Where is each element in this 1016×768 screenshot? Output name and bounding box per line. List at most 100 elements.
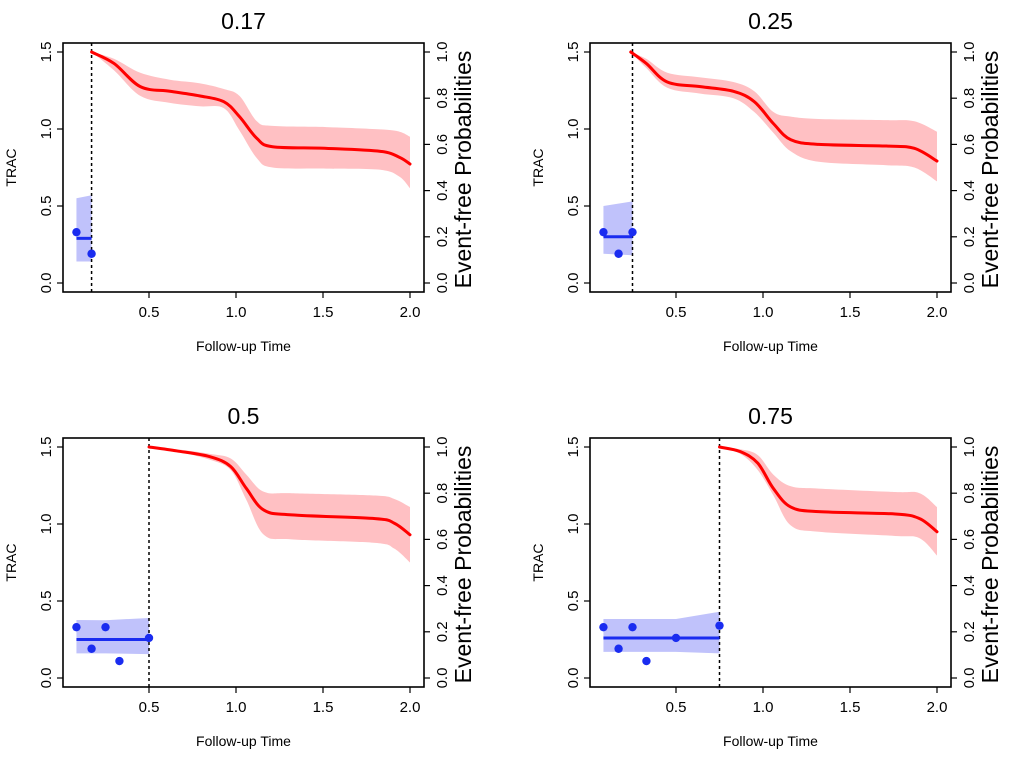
y2-tick-label: 0.0	[434, 668, 451, 689]
x-tick-label: 2.0	[927, 304, 948, 321]
trac-data-point	[628, 227, 637, 237]
y2-tick-label: 0.2	[434, 621, 451, 642]
x-tick-label: 2.0	[927, 699, 948, 716]
plot-frame	[589, 437, 952, 688]
x-tick-label: 2.0	[400, 304, 421, 321]
trac-data-point	[671, 633, 681, 643]
y-tick-label: 0.5	[38, 196, 55, 217]
y2-tick-label: 0.4	[434, 180, 451, 201]
x-axis-title: Follow-up Time	[196, 733, 291, 749]
trac-data-point	[72, 227, 81, 237]
panel-title: 0.5	[228, 403, 260, 429]
y2-tick-label: 0.6	[961, 134, 978, 155]
panel-4: 0.75 0.5 1.0 1.5 2.0 Follow-up Time 0.0 0.5 1.0 1…	[530, 403, 1003, 749]
x-tick-label: 1.5	[313, 304, 334, 321]
y-tick-label: 0.0	[38, 273, 55, 294]
survival-confidence-band	[719, 447, 937, 556]
x-tick-label: 2.0	[400, 699, 421, 716]
survival-curve	[629, 50, 939, 163]
x-tick-label: 0.5	[666, 304, 687, 321]
trac-data-point	[599, 227, 608, 237]
y-tick-label: 1.5	[38, 437, 55, 458]
survival-curve	[90, 50, 412, 166]
x-tick-label: 1.5	[840, 699, 861, 716]
y2-axis-title: Event-free Probabilities	[450, 51, 476, 289]
y-tick-label: 1.0	[565, 119, 582, 140]
y2-axis-title: Event-free Probabilities	[977, 51, 1003, 289]
trac-data-point	[628, 622, 637, 632]
y-axis-title: TRAC	[3, 148, 19, 186]
y2-tick-label: 1.0	[961, 437, 978, 458]
y2-axis-title: Event-free Probabilities	[977, 446, 1003, 684]
y-axis-title: TRAC	[3, 543, 19, 581]
trac-data-point	[87, 644, 96, 653]
trac-data-point	[115, 656, 124, 666]
y2-tick-label: 0.0	[961, 668, 978, 689]
trac-data-point	[599, 622, 608, 632]
x-tick-label: 0.5	[666, 699, 687, 716]
y2-tick-label: 0.0	[434, 273, 451, 294]
y2-tick-label: 0.4	[961, 180, 978, 201]
trac-data-point	[715, 621, 724, 630]
y-axis-title: TRAC	[530, 148, 546, 186]
y-axis-title: TRAC	[530, 543, 546, 581]
trac-data-point	[101, 622, 110, 632]
y-tick-label: 1.5	[565, 437, 582, 458]
y2-tick-label: 0.8	[434, 88, 451, 109]
trac-confidence-band	[603, 201, 633, 256]
y2-tick-label: 1.0	[961, 42, 978, 63]
y2-tick-label: 0.8	[961, 88, 978, 109]
y-tick-label: 0.5	[38, 591, 55, 612]
y2-tick-label: 0.6	[434, 529, 451, 550]
y2-tick-label: 1.0	[434, 437, 451, 458]
trac-data-point	[614, 249, 623, 258]
panel-title: 0.75	[748, 403, 793, 429]
y-tick-label: 0.0	[565, 668, 582, 689]
x-axis-title: Follow-up Time	[196, 338, 291, 354]
x-tick-label: 0.5	[139, 699, 160, 716]
x-axis-title: Follow-up Time	[723, 733, 818, 749]
trac-data-point	[87, 249, 96, 258]
y2-tick-label: 0.6	[961, 529, 978, 550]
survival-curve	[147, 445, 412, 537]
y-tick-label: 1.0	[38, 514, 55, 535]
trac-confidence-band	[603, 611, 720, 654]
x-tick-label: 1.5	[840, 304, 861, 321]
y2-tick-label: 0.8	[434, 483, 451, 504]
x-tick-label: 1.0	[753, 304, 774, 321]
x-tick-label: 1.0	[226, 304, 247, 321]
survival-confidence-band	[91, 52, 410, 189]
plot-frame	[589, 42, 952, 293]
y-tick-label: 1.0	[565, 514, 582, 535]
y2-tick-label: 0.8	[961, 483, 978, 504]
y2-tick-label: 0.2	[961, 226, 978, 247]
trac-data-point	[72, 622, 81, 632]
y2-axis-title: Event-free Probabilities	[450, 446, 476, 684]
y-tick-label: 0.0	[565, 273, 582, 294]
y-tick-label: 1.5	[565, 42, 582, 63]
trac-confidence-band	[76, 617, 149, 655]
x-tick-label: 0.5	[139, 304, 160, 321]
panel-title: 0.25	[748, 8, 793, 34]
plot-frame	[62, 42, 425, 293]
survival-curve	[718, 445, 939, 534]
trac-data-point	[144, 633, 154, 643]
y2-tick-label: 0.0	[961, 273, 978, 294]
panel-title: 0.17	[221, 8, 266, 34]
y2-tick-label: 0.4	[961, 575, 978, 596]
survival-confidence-band	[149, 447, 410, 563]
y2-tick-label: 0.6	[434, 134, 451, 155]
survival-confidence-band	[630, 52, 937, 182]
y2-tick-label: 0.2	[961, 621, 978, 642]
y2-tick-label: 0.2	[434, 226, 451, 247]
panel-1: 0.17 0.5 1.0 1.5 2.0 Follow-up Time 0.0 0.5 1.0 1…	[3, 8, 476, 354]
plot-frame	[62, 437, 425, 688]
trac-confidence-band	[76, 195, 92, 262]
trac-data-point	[642, 656, 651, 666]
y-tick-label: 1.5	[38, 42, 55, 63]
x-tick-label: 1.5	[313, 699, 334, 716]
x-axis-title: Follow-up Time	[723, 338, 818, 354]
panel-3: 0.5 0.5 1.0 1.5 2.0 Follow-up Time 0.0 0.5 1.0 1.…	[3, 403, 476, 749]
y-tick-label: 0.0	[38, 668, 55, 689]
